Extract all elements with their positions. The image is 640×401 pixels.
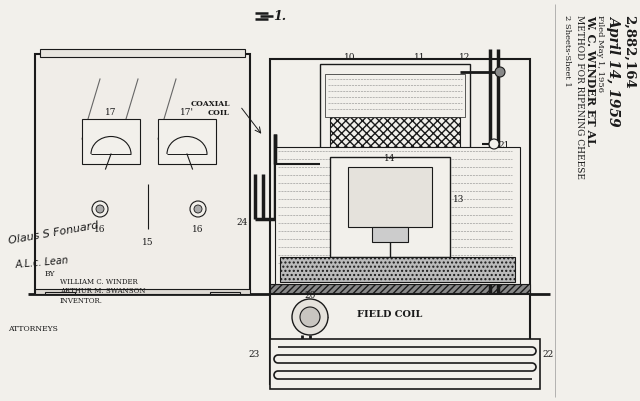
Bar bbox=[82, 120, 140, 164]
Bar bbox=[35, 55, 250, 294]
Bar bbox=[372, 227, 408, 242]
Text: ATTORNEYS: ATTORNEYS bbox=[8, 324, 58, 332]
Bar bbox=[270, 284, 530, 294]
Text: Olaus S Fonuard: Olaus S Fonuard bbox=[8, 219, 100, 245]
Bar bbox=[45, 292, 75, 294]
Text: 15: 15 bbox=[142, 237, 154, 246]
Text: 2 Sheets-Sheet 1: 2 Sheets-Sheet 1 bbox=[563, 15, 571, 87]
Text: April 14, 1959: April 14, 1959 bbox=[607, 15, 621, 125]
Text: 1.: 1. bbox=[273, 10, 286, 23]
Bar bbox=[270, 294, 530, 384]
Circle shape bbox=[190, 201, 206, 217]
Text: 16: 16 bbox=[192, 225, 204, 233]
Circle shape bbox=[495, 68, 505, 78]
Bar bbox=[35, 289, 250, 294]
Bar bbox=[210, 292, 240, 294]
Text: COAXIAL
COIL: COAXIAL COIL bbox=[191, 100, 230, 117]
Circle shape bbox=[194, 205, 202, 213]
Text: 13: 13 bbox=[453, 195, 465, 204]
Bar bbox=[40, 50, 245, 58]
Circle shape bbox=[489, 140, 499, 150]
Text: 17: 17 bbox=[105, 108, 116, 117]
Text: WILLIAM C. WINDER
ARTHUR M. SWANSON: WILLIAM C. WINDER ARTHUR M. SWANSON bbox=[60, 277, 145, 294]
Circle shape bbox=[92, 201, 108, 217]
Bar bbox=[348, 168, 432, 227]
Bar bbox=[158, 120, 216, 164]
Text: W. C. WINDER ET AL: W. C. WINDER ET AL bbox=[585, 15, 596, 146]
Bar bbox=[270, 339, 540, 389]
Text: 17': 17' bbox=[180, 108, 194, 117]
Text: 24: 24 bbox=[237, 217, 248, 227]
Text: 23: 23 bbox=[249, 350, 260, 358]
Text: 11: 11 bbox=[414, 53, 426, 62]
Text: Filed May 1, 1956: Filed May 1, 1956 bbox=[596, 15, 604, 92]
Text: FIELD COIL: FIELD COIL bbox=[357, 309, 422, 318]
Text: INVENTOR.: INVENTOR. bbox=[60, 296, 103, 304]
Text: 21: 21 bbox=[498, 140, 509, 149]
Circle shape bbox=[292, 299, 328, 335]
Text: 14: 14 bbox=[384, 154, 396, 162]
Bar bbox=[330, 118, 460, 148]
Text: A.L.c. Lean: A.L.c. Lean bbox=[15, 254, 69, 269]
Text: 16: 16 bbox=[94, 225, 106, 233]
Bar bbox=[330, 158, 450, 257]
Bar bbox=[270, 60, 530, 294]
Text: BY: BY bbox=[45, 269, 56, 277]
Circle shape bbox=[96, 205, 104, 213]
Text: 2,882,164: 2,882,164 bbox=[622, 15, 635, 89]
Bar bbox=[280, 257, 515, 282]
Bar bbox=[275, 148, 520, 284]
Circle shape bbox=[300, 307, 320, 327]
Text: 12: 12 bbox=[460, 53, 470, 62]
Bar bbox=[325, 75, 465, 118]
Text: 10: 10 bbox=[344, 53, 356, 62]
Bar bbox=[320, 65, 470, 150]
Text: 20: 20 bbox=[304, 290, 316, 299]
Text: 22: 22 bbox=[542, 350, 553, 358]
Text: METHOD FOR RIPENING CHEESE: METHOD FOR RIPENING CHEESE bbox=[575, 15, 584, 178]
